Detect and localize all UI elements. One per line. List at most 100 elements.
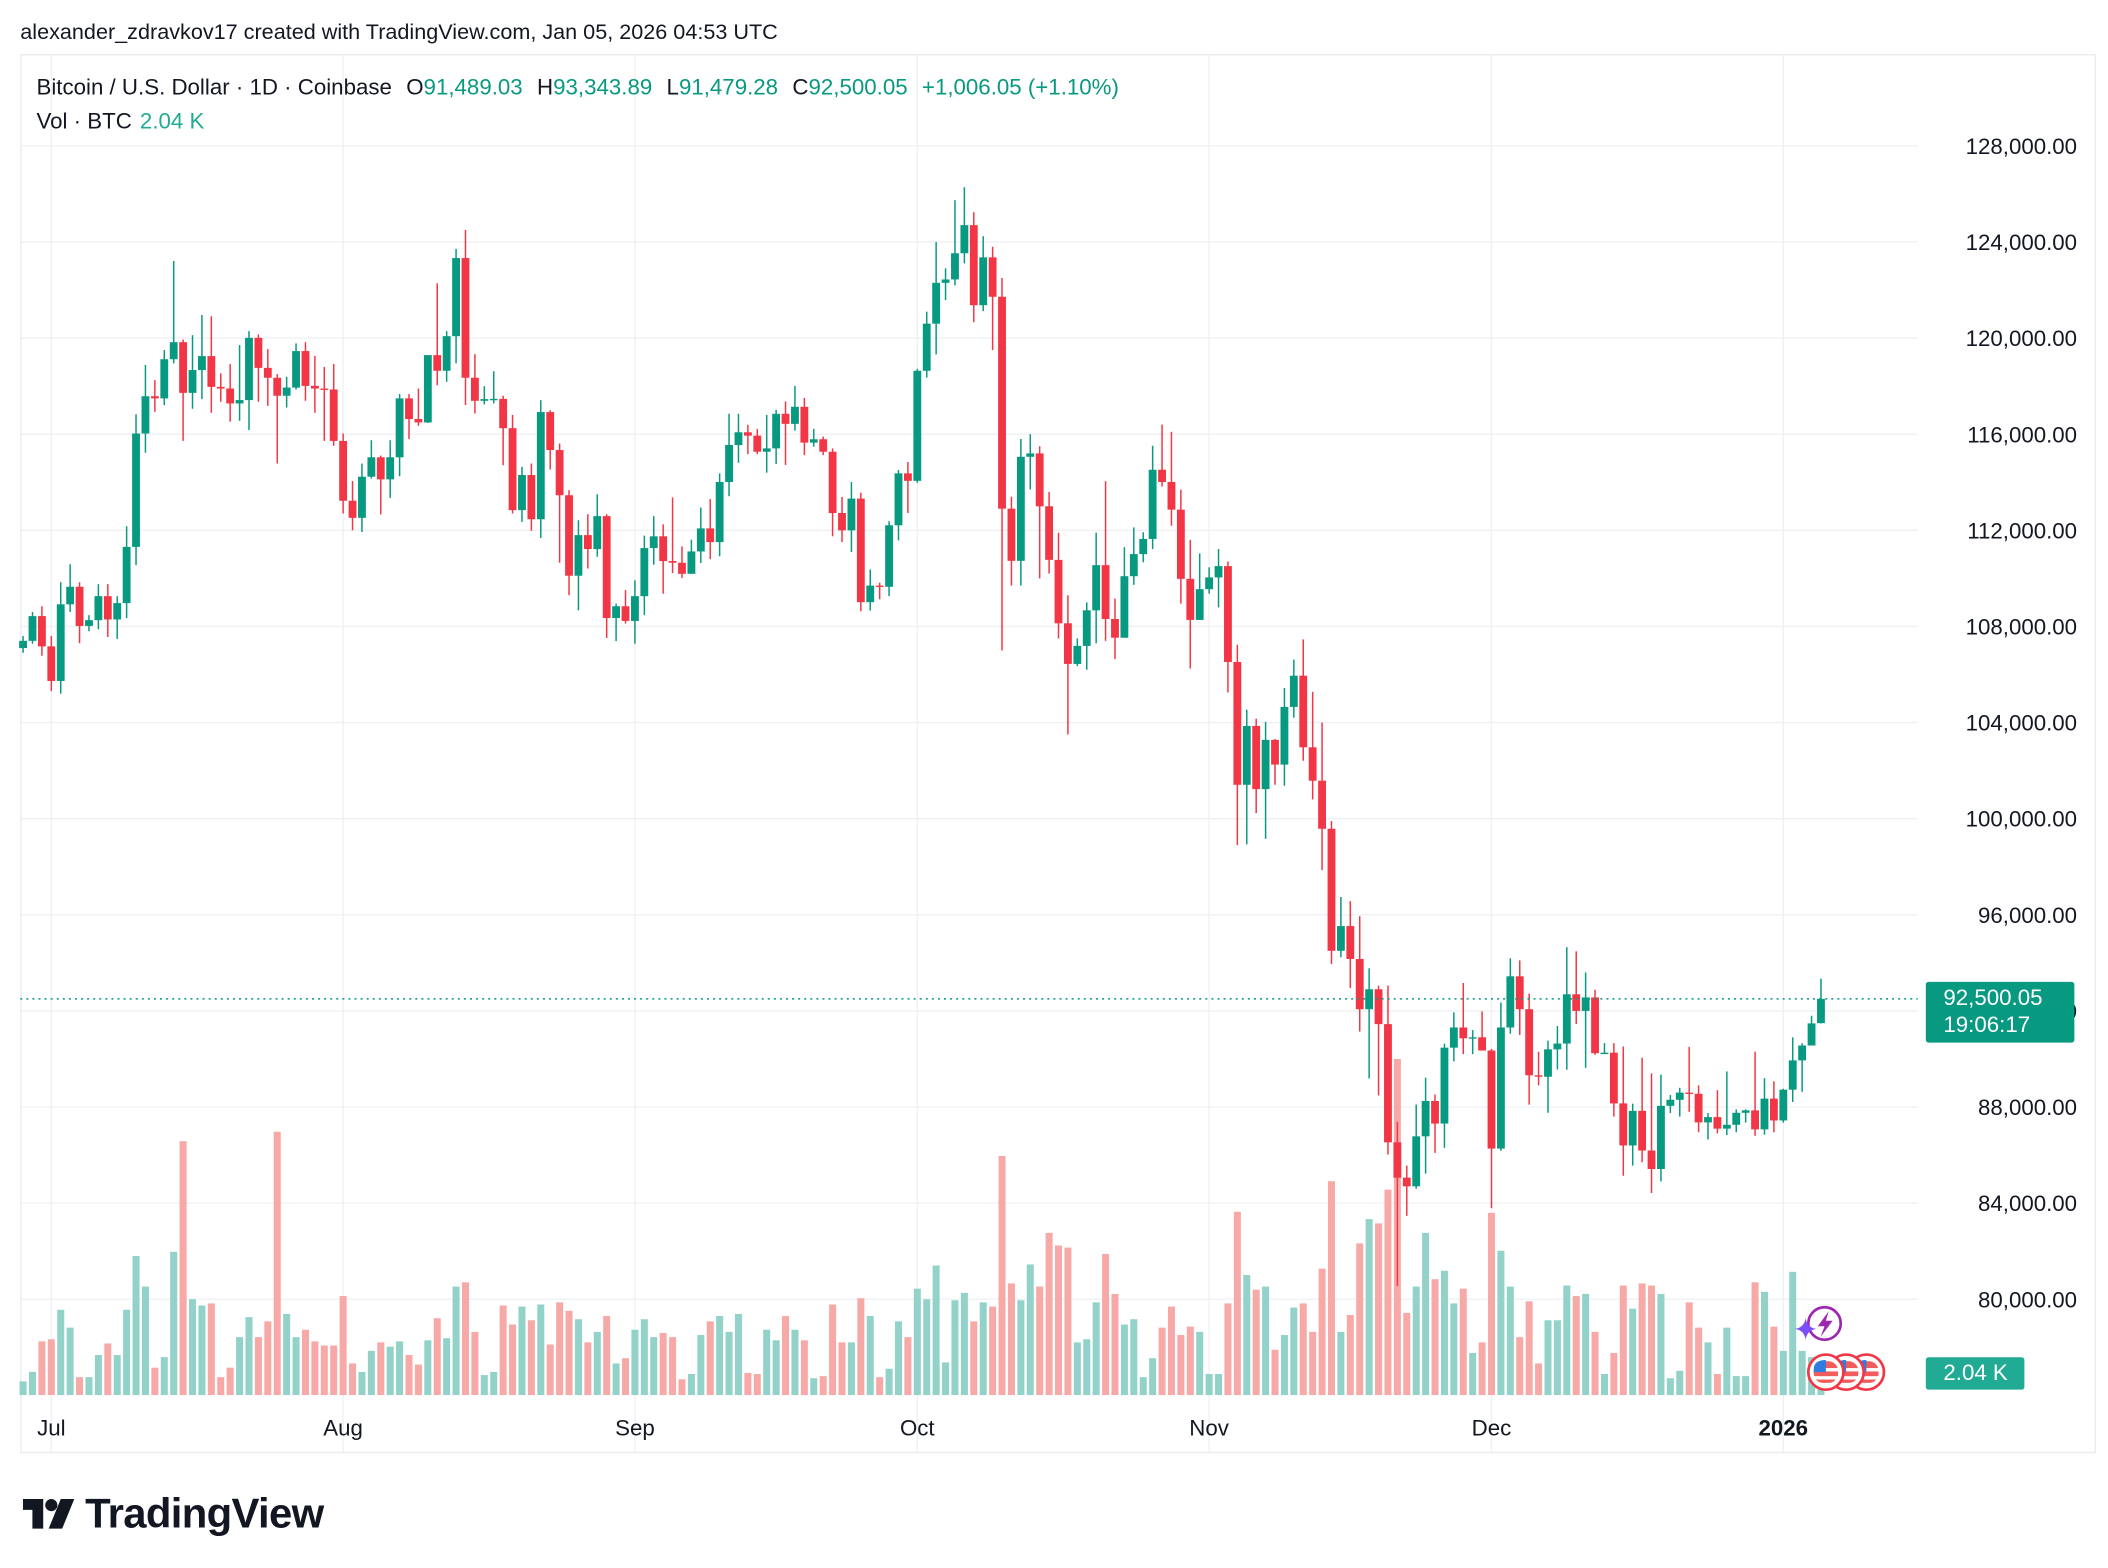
candle[interactable] xyxy=(1769,1081,1778,1133)
candle[interactable] xyxy=(913,368,922,483)
candle[interactable] xyxy=(1600,1043,1609,1055)
candle[interactable] xyxy=(499,395,508,466)
candle[interactable] xyxy=(1111,598,1119,660)
candle[interactable] xyxy=(188,335,197,409)
candle[interactable] xyxy=(1318,722,1326,871)
candle[interactable] xyxy=(583,514,592,569)
candle[interactable] xyxy=(527,463,536,531)
candle[interactable] xyxy=(838,496,846,543)
tradingview-logo[interactable]: TradingView xyxy=(22,1490,324,1539)
candle[interactable] xyxy=(1421,1077,1430,1174)
candle[interactable] xyxy=(169,260,178,364)
candle[interactable] xyxy=(1402,1165,1411,1216)
candle[interactable] xyxy=(226,364,235,422)
candle[interactable] xyxy=(1026,434,1035,490)
candle[interactable] xyxy=(1327,821,1336,965)
candle[interactable] xyxy=(19,636,27,653)
candle[interactable] xyxy=(640,535,649,616)
candle[interactable] xyxy=(734,413,743,463)
candle[interactable] xyxy=(1289,659,1298,718)
candle[interactable] xyxy=(160,350,169,406)
candle[interactable] xyxy=(1459,983,1468,1055)
candle[interactable] xyxy=(1205,567,1214,594)
candle[interactable] xyxy=(452,248,460,364)
candle[interactable] xyxy=(903,462,912,514)
candle[interactable] xyxy=(998,278,1006,651)
candle[interactable] xyxy=(555,443,564,563)
candle[interactable] xyxy=(1694,1085,1703,1133)
candle[interactable] xyxy=(856,492,865,612)
candle[interactable] xyxy=(461,229,470,406)
candle[interactable] xyxy=(1073,638,1082,667)
candle[interactable] xyxy=(150,380,159,412)
candle[interactable] xyxy=(1129,527,1138,585)
candle[interactable] xyxy=(1139,532,1148,563)
candle[interactable] xyxy=(339,433,348,514)
candle[interactable] xyxy=(1252,718,1261,814)
candle[interactable] xyxy=(1657,1074,1665,1182)
candle[interactable] xyxy=(28,612,37,644)
candle[interactable] xyxy=(715,473,724,557)
candle[interactable] xyxy=(969,212,978,323)
candle[interactable] xyxy=(800,397,809,456)
candle[interactable] xyxy=(235,345,244,421)
candle[interactable] xyxy=(1704,1113,1712,1140)
candle[interactable] xyxy=(875,582,884,600)
candle[interactable] xyxy=(47,636,56,692)
candle[interactable] xyxy=(988,246,997,351)
candle[interactable] xyxy=(1374,985,1383,1096)
candle[interactable] xyxy=(1572,951,1581,1025)
candle[interactable] xyxy=(489,371,498,404)
candle[interactable] xyxy=(198,315,206,400)
candle[interactable] xyxy=(941,268,950,301)
candle[interactable] xyxy=(668,497,677,574)
candle[interactable] xyxy=(1760,1078,1769,1135)
candle[interactable] xyxy=(546,410,555,470)
candle[interactable] xyxy=(273,374,282,464)
candle[interactable] xyxy=(518,466,526,522)
candle[interactable] xyxy=(282,376,291,408)
candle[interactable] xyxy=(1449,1012,1458,1062)
candle[interactable] xyxy=(1722,1071,1731,1136)
candle[interactable] xyxy=(1186,539,1195,669)
candle[interactable] xyxy=(1176,489,1185,604)
candle[interactable] xyxy=(922,311,931,378)
candle[interactable] xyxy=(1355,916,1364,1032)
candle[interactable] xyxy=(951,200,959,286)
candle[interactable] xyxy=(1120,547,1129,638)
candle[interactable] xyxy=(809,428,818,447)
candle[interactable] xyxy=(245,331,253,431)
candle[interactable] xyxy=(772,409,781,464)
candle[interactable] xyxy=(395,394,404,477)
candle[interactable] xyxy=(1233,644,1242,846)
candle[interactable] xyxy=(1082,602,1091,670)
candle[interactable] xyxy=(1016,439,1025,586)
candle[interactable] xyxy=(781,401,790,465)
candle[interactable] xyxy=(103,584,112,638)
candle[interactable] xyxy=(1581,972,1590,1068)
candle[interactable] xyxy=(1336,896,1345,958)
candle[interactable] xyxy=(414,388,423,426)
candle[interactable] xyxy=(885,521,893,597)
candle[interactable] xyxy=(791,385,799,431)
candle[interactable] xyxy=(1440,1043,1449,1148)
candle[interactable] xyxy=(66,564,75,613)
symbol-title[interactable]: Bitcoin / U.S. Dollar · 1D · Coinbase xyxy=(36,75,392,100)
candle[interactable] xyxy=(659,524,668,594)
candle[interactable] xyxy=(753,428,762,455)
candle[interactable] xyxy=(405,394,413,440)
candle[interactable] xyxy=(1798,1043,1807,1092)
candle[interactable] xyxy=(1054,532,1063,639)
candle[interactable] xyxy=(94,584,103,630)
candle[interactable] xyxy=(1807,1015,1816,1046)
candle[interactable] xyxy=(1647,1073,1656,1194)
candle[interactable] xyxy=(828,448,837,537)
candle[interactable] xyxy=(1478,1011,1487,1051)
candle[interactable] xyxy=(960,187,969,264)
candle[interactable] xyxy=(621,590,630,624)
candle[interactable] xyxy=(263,349,272,406)
candle[interactable] xyxy=(593,494,602,557)
candle[interactable] xyxy=(292,343,300,390)
candle[interactable] xyxy=(1506,958,1515,1034)
